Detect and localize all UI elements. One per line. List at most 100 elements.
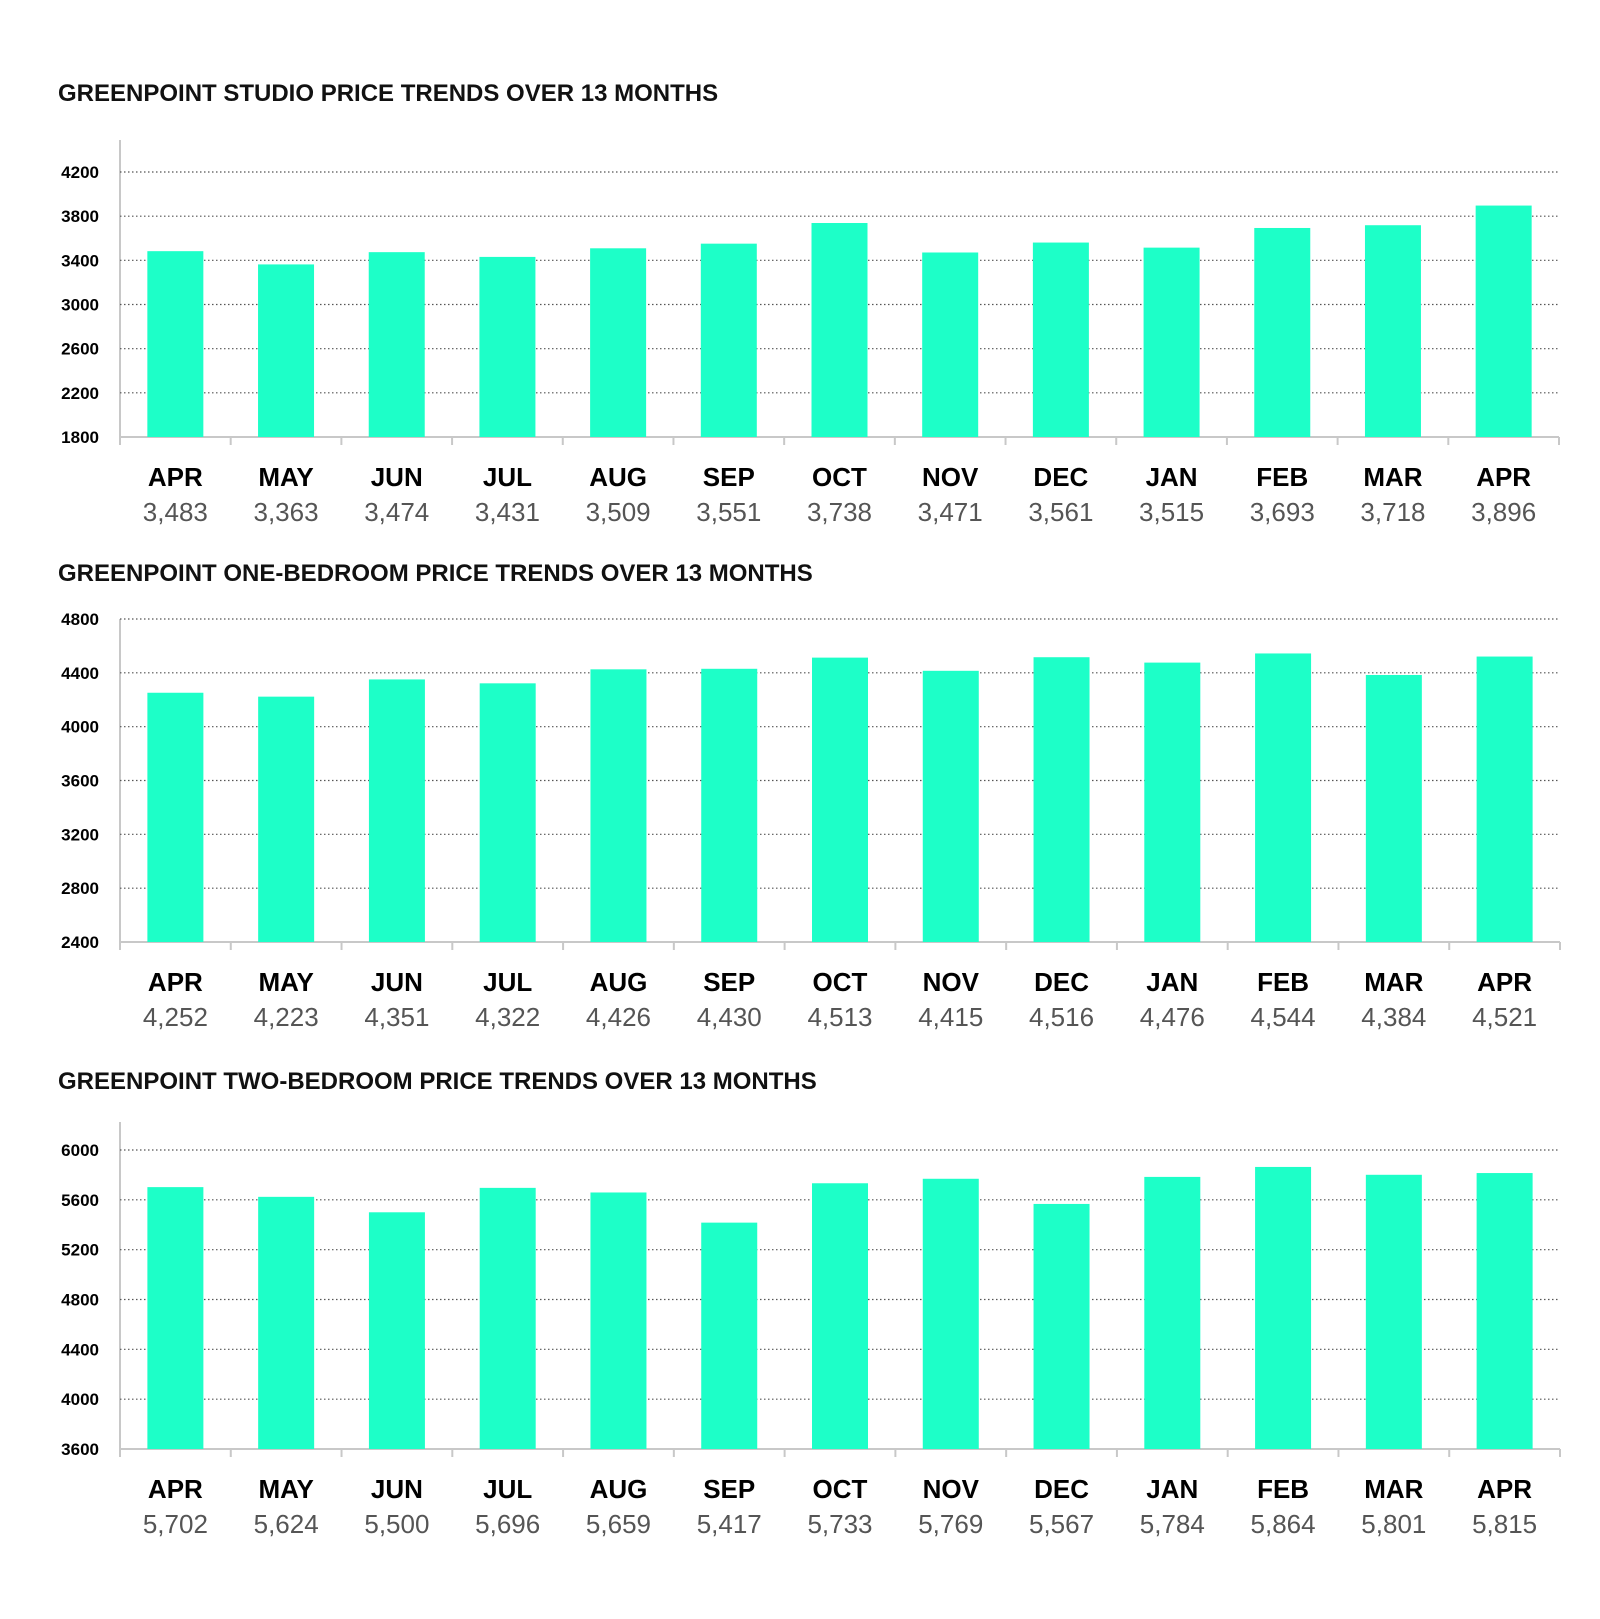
bar [479, 683, 536, 942]
bar [1365, 674, 1422, 942]
data-label: 5,733 [807, 1509, 872, 1539]
x-category-label: FEB [1256, 462, 1308, 492]
bar [590, 669, 647, 942]
bar [147, 1187, 204, 1449]
x-category-label: JUN [371, 462, 423, 492]
x-category-label: APR [148, 462, 203, 492]
bar [1033, 657, 1090, 942]
data-label: 3,471 [918, 497, 983, 527]
chart-plot: 1800 2200 2600 3000 3400 3800 4200 APR 3,483 MAY 3… [61, 140, 1560, 527]
bar [1476, 1173, 1533, 1449]
bar [479, 256, 536, 437]
data-label: 5,784 [1140, 1509, 1205, 1539]
data-label: 4,384 [1361, 1002, 1426, 1032]
bar [1143, 247, 1200, 437]
data-label: 5,417 [697, 1509, 762, 1539]
chart-plot: 2400 2800 3200 3600 4000 4400 4800 APR 4,252 MAY 4… [61, 610, 1561, 1032]
data-label: 5,815 [1472, 1509, 1537, 1539]
x-category-label: MAY [258, 462, 313, 492]
bar [1032, 242, 1089, 437]
bar [258, 264, 315, 437]
chart-title: GREENPOINT ONE-BEDROOM PRICE TRENDS OVER… [58, 560, 813, 587]
data-label: 3,718 [1360, 497, 1425, 527]
x-category-label: NOV [922, 462, 979, 492]
y-tick-label: 5600 [61, 1191, 99, 1210]
bar [147, 692, 204, 942]
data-label: 4,544 [1251, 1002, 1316, 1032]
data-label: 3,561 [1028, 497, 1093, 527]
y-tick-label: 3400 [61, 251, 99, 270]
bar [1254, 227, 1311, 437]
bar [922, 252, 979, 437]
bar [1255, 653, 1312, 942]
x-category-label: DEC [1033, 462, 1088, 492]
y-tick-label: 4800 [61, 610, 99, 629]
data-label: 3,363 [253, 497, 318, 527]
x-category-label: SEP [703, 1474, 755, 1504]
x-category-label: NOV [923, 967, 980, 997]
data-label: 5,659 [586, 1509, 651, 1539]
x-category-label: JUL [483, 462, 532, 492]
y-tick-label: 4000 [61, 1390, 99, 1409]
data-label: 3,431 [475, 497, 540, 527]
data-label: 5,696 [475, 1509, 540, 1539]
bar [922, 670, 979, 942]
bar [590, 1192, 647, 1449]
y-tick-label: 2200 [61, 384, 99, 403]
bar [590, 248, 647, 437]
chart-studio: GREENPOINT STUDIO PRICE TRENDS OVER 13 M… [0, 0, 1600, 540]
chart-two-bedroom: GREENPOINT TWO-BEDROOM PRICE TRENDS OVER… [0, 1050, 1600, 1619]
data-label: 4,430 [697, 1002, 762, 1032]
y-tick-label: 2800 [61, 879, 99, 898]
bar [922, 1178, 979, 1449]
y-tick-label: 3200 [61, 825, 99, 844]
bar [811, 223, 868, 437]
data-label: 5,500 [364, 1509, 429, 1539]
chart-one-bedroom: GREENPOINT ONE-BEDROOM PRICE TRENDS OVER… [0, 540, 1600, 1050]
x-category-label: MAR [1363, 462, 1422, 492]
x-category-label: AUG [589, 462, 647, 492]
bar [1255, 1166, 1312, 1449]
y-tick-label: 4200 [61, 163, 99, 182]
x-category-label: SEP [703, 967, 755, 997]
x-category-label: APR [1476, 462, 1531, 492]
y-tick-label: 1800 [61, 428, 99, 447]
x-category-label: FEB [1257, 967, 1309, 997]
data-label: 3,896 [1471, 497, 1536, 527]
x-category-label: APR [1477, 967, 1532, 997]
x-category-label: OCT [813, 1474, 868, 1504]
data-label: 3,515 [1139, 497, 1204, 527]
data-label: 4,426 [586, 1002, 651, 1032]
y-tick-label: 2600 [61, 340, 99, 359]
data-label: 4,223 [254, 1002, 319, 1032]
x-category-label: MAR [1364, 967, 1423, 997]
data-label: 5,801 [1361, 1509, 1426, 1539]
x-category-label: MAR [1364, 1474, 1423, 1504]
y-tick-label: 5200 [61, 1241, 99, 1260]
data-label: 4,521 [1472, 1002, 1537, 1032]
bar [812, 1183, 868, 1449]
chart-title: GREENPOINT TWO-BEDROOM PRICE TRENDS OVER… [58, 1068, 817, 1095]
x-category-label: NOV [923, 1474, 980, 1504]
data-label: 5,702 [143, 1509, 208, 1539]
chart-plot: 3600 4000 4400 4800 5200 5600 6000 APR 5,702 MAY 5… [61, 1122, 1561, 1539]
bar [1144, 1176, 1201, 1449]
bar [258, 696, 315, 942]
x-category-label: AUG [590, 1474, 648, 1504]
data-label: 5,769 [918, 1509, 983, 1539]
y-tick-label: 2400 [61, 933, 99, 952]
data-label: 3,474 [364, 497, 429, 527]
data-label: 4,513 [807, 1002, 872, 1032]
x-category-label: AUG [590, 967, 648, 997]
x-category-label: OCT [813, 967, 868, 997]
data-label: 4,322 [475, 1002, 540, 1032]
x-category-label: JAN [1146, 1474, 1198, 1504]
data-label: 4,476 [1140, 1002, 1205, 1032]
bar [700, 243, 757, 437]
data-label: 5,567 [1029, 1509, 1094, 1539]
x-category-label: JUL [483, 1474, 532, 1504]
x-category-label: SEP [703, 462, 755, 492]
bar [1144, 662, 1201, 942]
chart-title: GREENPOINT STUDIO PRICE TRENDS OVER 13 M… [58, 80, 719, 107]
data-label: 4,252 [143, 1002, 208, 1032]
